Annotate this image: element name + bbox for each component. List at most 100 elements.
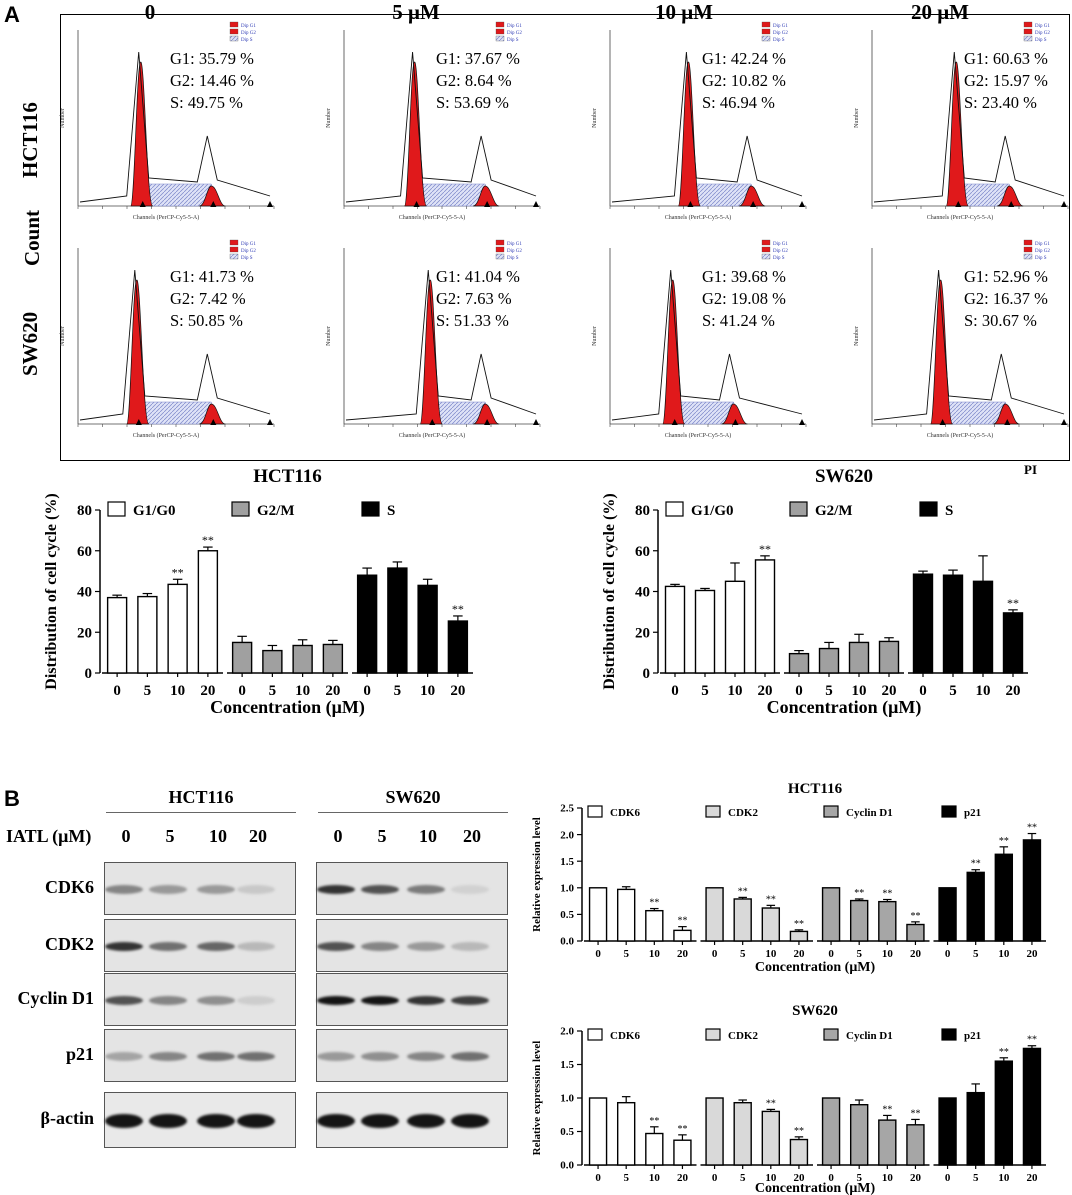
y-tick-label: 0 bbox=[643, 666, 651, 682]
histogram-trace bbox=[611, 269, 803, 421]
significance-mark: ** bbox=[910, 911, 920, 922]
legend-label: CDK2 bbox=[728, 807, 758, 819]
stat-g2: G2: 14.46 % bbox=[170, 71, 254, 90]
blot-band bbox=[451, 996, 489, 1005]
significance-mark: ** bbox=[1027, 823, 1037, 834]
x-tick-label: 5 bbox=[740, 1172, 746, 1184]
hist-ylabel: Number bbox=[854, 108, 860, 128]
stat-g1: G1: 52.96 % bbox=[964, 267, 1048, 286]
gate-marker bbox=[687, 201, 694, 207]
hist-ylabel: Number bbox=[326, 326, 332, 346]
x-tick-label: 5 bbox=[269, 683, 277, 699]
significance-mark: ** bbox=[172, 565, 184, 579]
bar bbox=[387, 567, 408, 674]
bar bbox=[356, 574, 378, 674]
x-tick-label: 0 bbox=[363, 683, 371, 699]
y-tick-label: 80 bbox=[635, 503, 650, 519]
legend-label: Cyclin D1 bbox=[846, 1030, 893, 1042]
gate-marker bbox=[1061, 201, 1067, 207]
x-tick-label: 10 bbox=[882, 1172, 894, 1184]
legend-swatch bbox=[587, 1028, 603, 1041]
blot-strip bbox=[316, 919, 508, 972]
legend-swatch bbox=[761, 28, 771, 35]
legend-swatch bbox=[587, 805, 603, 818]
legend-label: p21 bbox=[964, 1030, 981, 1042]
blot-band bbox=[149, 1052, 187, 1061]
legend-label: Cyclin D1 bbox=[846, 807, 893, 819]
gate-marker bbox=[429, 419, 436, 425]
significance-mark: ** bbox=[999, 1047, 1009, 1058]
x-tick-label: 0 bbox=[595, 1172, 601, 1184]
stat-g2: G2: 19.08 % bbox=[702, 289, 786, 308]
legend-swatch bbox=[229, 253, 239, 260]
blot-band bbox=[317, 1114, 355, 1128]
chart-title: SW620 bbox=[815, 466, 873, 487]
legend-swatch bbox=[495, 239, 505, 246]
g1-peak bbox=[126, 279, 150, 425]
protein-label: β-actin bbox=[40, 1108, 94, 1128]
legend-label: Dip G1 bbox=[773, 24, 788, 29]
blot-band bbox=[105, 996, 143, 1005]
pi-axis-label: PI bbox=[1024, 462, 1037, 477]
g1-peak bbox=[419, 279, 443, 425]
blot-band bbox=[197, 942, 235, 951]
g1-peak bbox=[404, 61, 427, 207]
x-tick-label: 10 bbox=[649, 948, 661, 960]
legend-label: CDK6 bbox=[610, 1030, 640, 1042]
significance-mark: ** bbox=[649, 1116, 659, 1127]
gate-marker bbox=[955, 201, 962, 207]
g1-peak bbox=[678, 61, 701, 207]
x-tick-label: 5 bbox=[701, 683, 709, 699]
chart-title: HCT116 bbox=[253, 466, 322, 487]
x-tick-label: 0 bbox=[712, 1172, 718, 1184]
stat-g2: G2: 8.64 % bbox=[436, 71, 512, 90]
blot-strip bbox=[104, 919, 296, 972]
x-tick-label: 20 bbox=[882, 683, 897, 699]
legend-swatch bbox=[229, 35, 239, 42]
legend-label: Dip G1 bbox=[507, 242, 522, 247]
x-tick-label: 5 bbox=[740, 948, 746, 960]
gate-marker bbox=[1008, 201, 1015, 207]
g1-peak bbox=[130, 61, 154, 207]
x-tick-label: 20 bbox=[793, 948, 805, 960]
x-tick-label: 10 bbox=[765, 1172, 777, 1184]
histogram-0-0: Number Channels (PerCP-Cy5-5-A) Dip G1 Dip … bbox=[60, 21, 275, 221]
gate-marker bbox=[671, 419, 678, 425]
bar bbox=[789, 930, 809, 942]
x-tick-label: 20 bbox=[1026, 948, 1038, 960]
gate-marker bbox=[210, 201, 217, 207]
lane-label: 0 bbox=[121, 826, 131, 846]
blot-band bbox=[105, 942, 143, 951]
conc-header-5: 5 μM bbox=[392, 0, 440, 24]
significance-mark: ** bbox=[910, 1108, 920, 1119]
bar bbox=[588, 887, 608, 942]
bar bbox=[789, 1138, 809, 1166]
legend-swatch bbox=[705, 805, 721, 818]
legend-swatch bbox=[229, 21, 239, 28]
bar bbox=[645, 909, 664, 942]
significance-mark: ** bbox=[854, 888, 864, 899]
histogram-1-0: Number Channels (PerCP-Cy5-5-A) Dip G1 Dip … bbox=[60, 239, 275, 439]
legend-label: p21 bbox=[964, 807, 981, 819]
gate-marker bbox=[1061, 419, 1067, 425]
gate-marker bbox=[799, 419, 805, 425]
lane-label: 0 bbox=[333, 826, 343, 846]
lane-label: 5 bbox=[377, 826, 387, 846]
bar bbox=[966, 1091, 985, 1166]
g2-peak bbox=[739, 185, 766, 207]
x-tick-label: 20 bbox=[758, 683, 773, 699]
chart-title: HCT116 bbox=[788, 781, 843, 797]
bar bbox=[664, 585, 686, 674]
x-axis-label: Concentration (μM) bbox=[767, 697, 922, 718]
legend-swatch bbox=[229, 246, 239, 253]
g2-peak bbox=[721, 403, 748, 425]
x-tick-label: 5 bbox=[144, 683, 152, 699]
x-tick-label: 20 bbox=[677, 1172, 689, 1184]
blot-band bbox=[451, 885, 489, 894]
gate-marker bbox=[1004, 419, 1011, 425]
lane-label: 10 bbox=[419, 826, 437, 846]
chart-HCT116: HCT116 0 20 40 60 80 Distribution of cell cycl… bbox=[43, 466, 473, 718]
legend-swatch bbox=[761, 35, 771, 42]
gate-marker bbox=[533, 419, 539, 425]
x-tick-label: 10 bbox=[728, 683, 743, 699]
